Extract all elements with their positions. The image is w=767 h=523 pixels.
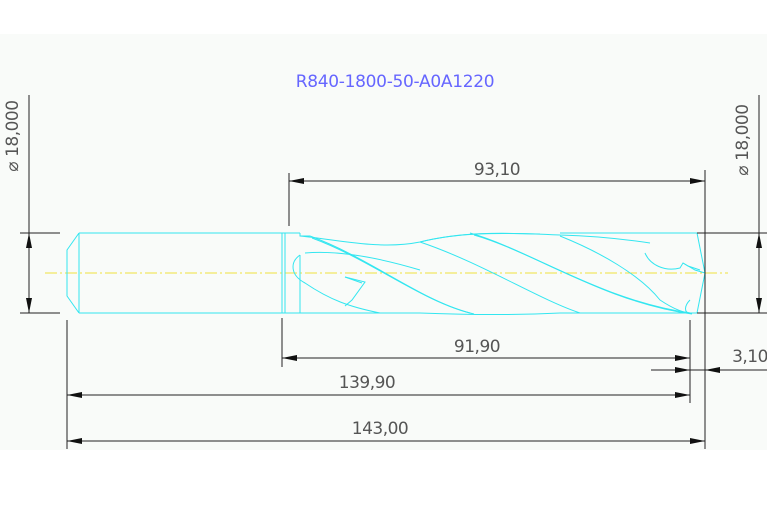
drawing-line bbox=[675, 355, 690, 361]
shank-diameter-label: ⌀ 18,000 bbox=[3, 100, 23, 171]
dimension-point-length: 3,10 bbox=[651, 347, 767, 373]
drawing-line bbox=[675, 367, 690, 373]
dimension-tip-diameter: ⌀ 18,000 bbox=[697, 95, 767, 314]
tip-diameter-label: ⌀ 18,000 bbox=[733, 104, 753, 175]
drawing-line bbox=[685, 299, 691, 314]
drawing-line bbox=[419, 241, 581, 314]
drawing-line bbox=[26, 298, 32, 313]
overall-length-label: 143,00 bbox=[352, 419, 408, 439]
drawing-line bbox=[675, 392, 690, 398]
drawing-line bbox=[282, 355, 297, 361]
drawing-line bbox=[473, 234, 693, 315]
drawing-line bbox=[26, 233, 32, 248]
drawing-line bbox=[756, 298, 762, 313]
drawing-line bbox=[344, 276, 363, 284]
drawing-line bbox=[559, 235, 691, 314]
drawing-line bbox=[67, 438, 82, 444]
dimension-overall-length: 143,00 bbox=[67, 419, 705, 444]
drawing-line bbox=[67, 392, 82, 398]
drawing-line bbox=[311, 237, 475, 315]
drawing-line bbox=[644, 252, 706, 274]
drawing-line bbox=[705, 367, 720, 373]
dimension-flute-length: 93,10 bbox=[289, 160, 705, 184]
drawing-line bbox=[304, 251, 421, 271]
drawing-line bbox=[292, 254, 381, 314]
drill-outline bbox=[66, 232, 706, 315]
shank-chamfer bbox=[66, 232, 80, 314]
drawing-line bbox=[756, 233, 762, 248]
drawing-line bbox=[419, 232, 541, 243]
flute-length-label: 93,10 bbox=[474, 160, 520, 180]
drawing-line bbox=[682, 262, 701, 271]
drawing-title: R840-1800-50-A0A1220 bbox=[296, 72, 495, 92]
drawing-line bbox=[300, 312, 690, 315]
drawing-line bbox=[289, 178, 304, 184]
length-to-corner-label: 139,90 bbox=[339, 373, 395, 393]
drawing-sheet bbox=[0, 34, 767, 450]
dimension-body-length: 91,90 bbox=[282, 337, 690, 361]
dimension-shank-diameter: ⌀ 18,000 bbox=[3, 95, 60, 314]
point-length-label: 3,10 bbox=[732, 347, 767, 367]
drawing-line bbox=[690, 178, 705, 184]
dimension-length-to-corner: 139,90 bbox=[67, 373, 690, 398]
body-length-label: 91,90 bbox=[454, 337, 500, 357]
drawing-line bbox=[344, 276, 366, 307]
drawing-line bbox=[690, 438, 705, 444]
